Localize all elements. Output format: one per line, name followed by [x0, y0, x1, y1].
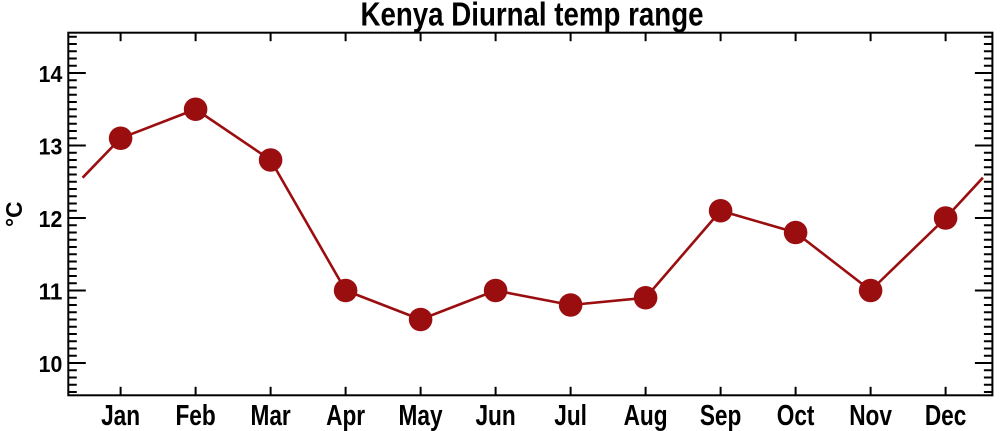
svg-text:Jun: Jun: [475, 400, 515, 431]
svg-text:°C: °C: [1, 201, 27, 227]
svg-text:Dec: Dec: [925, 400, 967, 431]
svg-text:Aug: Aug: [624, 400, 668, 431]
svg-text:Feb: Feb: [175, 400, 215, 431]
svg-text:Jan: Jan: [101, 400, 140, 431]
svg-text:12: 12: [39, 206, 63, 232]
svg-text:10: 10: [39, 351, 63, 377]
svg-text:Oct: Oct: [777, 400, 815, 431]
svg-text:Nov: Nov: [849, 400, 892, 431]
svg-text:Apr: Apr: [326, 400, 365, 431]
svg-text:Jul: Jul: [554, 400, 587, 431]
svg-text:13: 13: [39, 133, 63, 159]
svg-text:Mar: Mar: [250, 400, 290, 431]
svg-text:Sep: Sep: [700, 400, 742, 431]
svg-text:11: 11: [39, 278, 63, 304]
svg-text:Kenya Diurnal temp range: Kenya Diurnal temp range: [361, 0, 704, 33]
svg-text:May: May: [399, 400, 443, 431]
svg-text:14: 14: [39, 61, 63, 87]
